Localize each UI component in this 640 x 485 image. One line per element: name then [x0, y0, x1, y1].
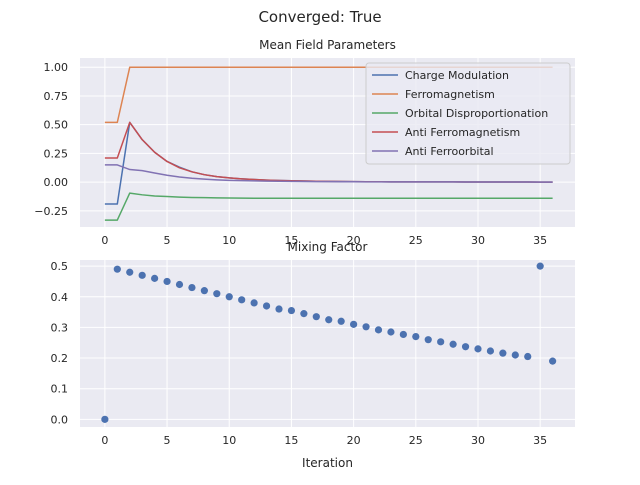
scatter-point: [188, 283, 196, 292]
scatter-point: [126, 268, 134, 276]
y-tick-label: 0.25: [44, 147, 69, 160]
x-tick-label: 35: [533, 434, 547, 447]
scatter-point: [312, 313, 320, 321]
mixing-factor-title: Mixing Factor: [288, 240, 368, 254]
mixing-factor-chart: 0 5 10 15 20 25 30 35 0.0 0.1 0.2 0.3 0.4 0.5 Mixing …: [51, 240, 575, 470]
y-tick-label: 1.00: [44, 61, 69, 74]
scatter-point: [536, 262, 544, 270]
scatter-point: [461, 343, 470, 351]
scatter-point: [449, 340, 457, 348]
mixing-factor-tick-labels: 0 5 10 15 20 25 30 35 0.0 0.1 0.2 0.3 0.4 0.5: [51, 260, 548, 447]
y-tick-label: 0.00: [44, 176, 69, 189]
x-tick-label: 10: [222, 434, 236, 447]
scatter-point: [113, 265, 121, 273]
scatter-point: [262, 302, 271, 310]
legend-label: Ferromagnetism: [405, 88, 495, 101]
x-tick-label: 5: [164, 234, 171, 247]
scatter-point: [138, 271, 146, 279]
scatter-point: [250, 299, 258, 307]
scatter-point: [511, 351, 519, 359]
scatter-point: [287, 306, 296, 315]
scatter-point: [151, 274, 159, 282]
y-tick-label: 0.2: [51, 352, 69, 365]
x-tick-label: 25: [409, 434, 423, 447]
mixing-factor-grid: [80, 260, 575, 427]
x-tick-label: 30: [471, 234, 485, 247]
x-tick-label: 25: [409, 234, 423, 247]
y-tick-label: 0.50: [44, 119, 69, 132]
y-tick-label: 0.1: [51, 383, 69, 396]
scatter-point: [437, 338, 445, 346]
series-line: [104, 164, 553, 183]
mixing-factor-points: [101, 262, 557, 423]
scatter-point: [362, 323, 370, 331]
scatter-point: [200, 287, 208, 295]
legend-label: Charge Modulation: [405, 69, 509, 82]
x-tick-label: 20: [347, 434, 361, 447]
scatter-point: [225, 293, 233, 301]
mean-field-legend: Charge Modulation Ferromagnetism Orbital D…: [365, 62, 571, 165]
scatter-point: [163, 277, 171, 286]
scatter-point: [387, 328, 395, 336]
scatter-point: [275, 305, 283, 313]
y-tick-label: 0.4: [51, 291, 69, 304]
scatter-point: [337, 317, 345, 325]
x-axis-label: Iteration: [302, 456, 353, 470]
x-tick-label: 0: [101, 234, 108, 247]
scatter-point: [412, 333, 420, 341]
x-tick-label: 5: [164, 434, 171, 447]
figure-suptitle: Converged: True: [258, 8, 381, 26]
scatter-point: [499, 349, 507, 357]
x-tick-label: 20: [347, 234, 361, 247]
y-tick-label: 0.75: [44, 90, 69, 103]
scatter-point: [374, 326, 383, 334]
scatter-point: [524, 352, 532, 361]
x-tick-label: 10: [222, 234, 236, 247]
scatter-point: [486, 347, 495, 355]
scatter-point: [300, 310, 308, 318]
x-tick-label: 15: [284, 434, 298, 447]
mixing-factor-plot-area: [80, 260, 575, 427]
x-tick-label: 30: [471, 434, 485, 447]
scatter-point: [101, 415, 109, 423]
scatter-point: [325, 316, 333, 324]
y-tick-label: 0.0: [51, 413, 69, 426]
mean-field-tick-labels: 0 5 10 15 20 25 30 35 −0.25 0.00 0.25 0.50 0.75 1.00: [34, 61, 547, 247]
scatter-point: [350, 320, 358, 328]
scatter-point: [238, 296, 246, 304]
legend-label: Orbital Disproportionation: [405, 107, 548, 120]
x-tick-label: 35: [533, 234, 547, 247]
y-tick-label: 0.3: [51, 321, 69, 334]
series-line: [104, 192, 553, 221]
legend-label: Anti Ferromagnetism: [405, 126, 520, 139]
y-tick-label: 0.5: [51, 260, 69, 273]
scatter-point: [175, 280, 184, 289]
scatter-point: [424, 336, 432, 344]
scatter-point: [549, 357, 557, 365]
scatter-point: [399, 330, 407, 339]
x-tick-label: 15: [284, 234, 298, 247]
mean-field-chart: 0 5 10 15 20 25 30 35−0.250.000.250.500.751.00 …: [34, 38, 575, 247]
legend-label: Anti Ferroorbital: [405, 145, 494, 158]
scatter-point: [213, 290, 221, 298]
y-tick-label: −0.25: [34, 205, 68, 218]
mean-field-title: Mean Field Parameters: [259, 38, 396, 52]
x-tick-label: 0: [101, 434, 108, 447]
legend-box: [365, 62, 571, 165]
scatter-point: [474, 345, 482, 353]
